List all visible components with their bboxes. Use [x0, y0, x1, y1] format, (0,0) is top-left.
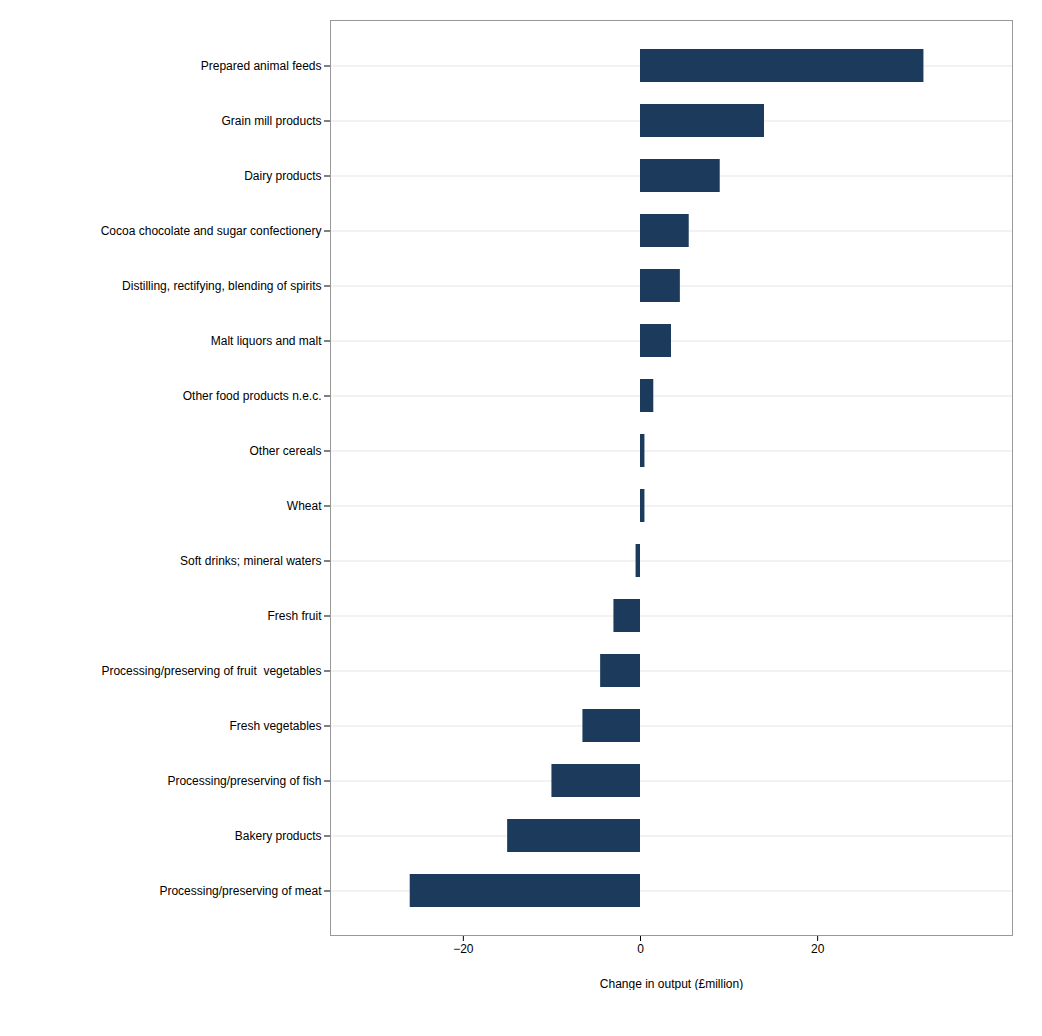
svg-text:Prepared animal feeds: Prepared animal feeds: [201, 59, 322, 73]
svg-text:Grain mill products: Grain mill products: [221, 114, 321, 128]
svg-text:−20: −20: [453, 942, 474, 956]
svg-text:Fresh fruit: Fresh fruit: [267, 609, 322, 623]
svg-text:Fresh vegetables: Fresh vegetables: [229, 719, 321, 733]
svg-text:Processing/preserving of fruit: Processing/preserving of fruit vegetable…: [101, 664, 321, 678]
svg-text:Bakery products: Bakery products: [235, 829, 322, 843]
svg-text:Distilling, rectifying, blendi: Distilling, rectifying, blending of spir…: [122, 279, 321, 293]
svg-text:Malt liquors and malt: Malt liquors and malt: [211, 334, 322, 348]
svg-text:Other food products n.e.c.: Other food products n.e.c.: [183, 389, 322, 403]
svg-text:Processing/preserving of fish: Processing/preserving of fish: [167, 774, 321, 788]
svg-text:20: 20: [811, 942, 825, 956]
svg-text:Processing/preserving of meat: Processing/preserving of meat: [159, 884, 322, 898]
svg-text:Wheat: Wheat: [287, 499, 322, 513]
svg-text:0: 0: [637, 942, 644, 956]
svg-text:Change in output (£million): Change in output (£million): [600, 977, 743, 991]
svg-text:Dairy products: Dairy products: [244, 169, 321, 183]
svg-text:Other cereals: Other cereals: [249, 444, 321, 458]
svg-text:Soft drinks; mineral waters: Soft drinks; mineral waters: [180, 554, 321, 568]
svg-text:Cocoa chocolate and sugar conf: Cocoa chocolate and sugar confectionery: [101, 224, 322, 238]
